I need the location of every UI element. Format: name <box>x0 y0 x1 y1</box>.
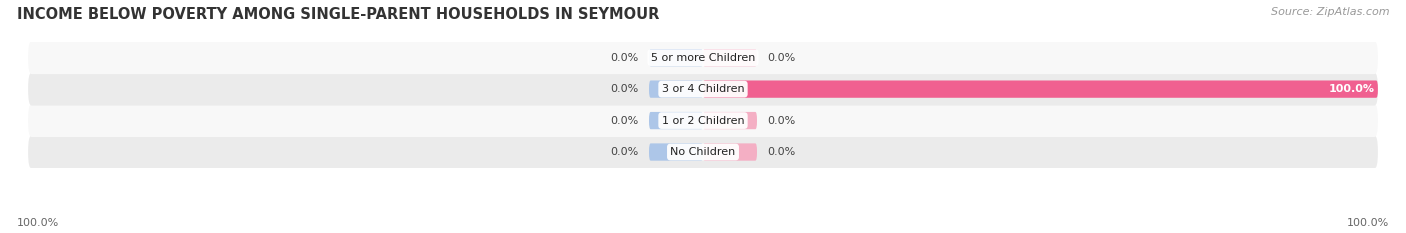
Text: 0.0%: 0.0% <box>610 147 638 157</box>
FancyBboxPatch shape <box>650 112 703 129</box>
FancyBboxPatch shape <box>28 73 1378 106</box>
Text: 5 or more Children: 5 or more Children <box>651 53 755 63</box>
Text: 0.0%: 0.0% <box>768 147 796 157</box>
Text: 3 or 4 Children: 3 or 4 Children <box>662 84 744 94</box>
Text: 100.0%: 100.0% <box>1329 84 1375 94</box>
Text: 0.0%: 0.0% <box>610 53 638 63</box>
Text: 0.0%: 0.0% <box>610 116 638 126</box>
FancyBboxPatch shape <box>703 143 756 161</box>
FancyBboxPatch shape <box>650 49 703 66</box>
FancyBboxPatch shape <box>650 80 703 98</box>
Text: 100.0%: 100.0% <box>1347 218 1389 228</box>
Text: 0.0%: 0.0% <box>610 84 638 94</box>
FancyBboxPatch shape <box>703 49 756 66</box>
Text: 100.0%: 100.0% <box>17 218 59 228</box>
Text: 1 or 2 Children: 1 or 2 Children <box>662 116 744 126</box>
Legend: Single Father, Single Mother: Single Father, Single Mother <box>583 229 823 233</box>
Text: Source: ZipAtlas.com: Source: ZipAtlas.com <box>1271 7 1389 17</box>
Text: 0.0%: 0.0% <box>768 53 796 63</box>
FancyBboxPatch shape <box>28 41 1378 74</box>
FancyBboxPatch shape <box>650 143 703 161</box>
FancyBboxPatch shape <box>703 80 1378 98</box>
FancyBboxPatch shape <box>703 112 756 129</box>
Text: No Children: No Children <box>671 147 735 157</box>
Text: INCOME BELOW POVERTY AMONG SINGLE-PARENT HOUSEHOLDS IN SEYMOUR: INCOME BELOW POVERTY AMONG SINGLE-PARENT… <box>17 7 659 22</box>
FancyBboxPatch shape <box>28 136 1378 168</box>
Text: 0.0%: 0.0% <box>768 116 796 126</box>
FancyBboxPatch shape <box>28 104 1378 137</box>
